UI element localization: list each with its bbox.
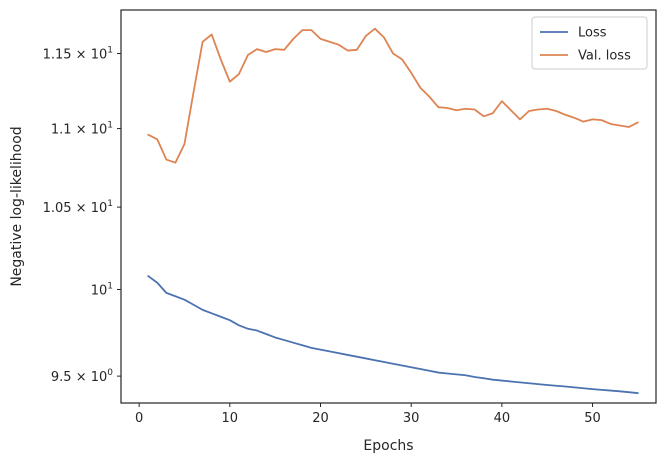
x-tick-label: 0 [135, 411, 143, 426]
y-tick-label: 9.5 × 100 [51, 368, 113, 385]
x-tick-label: 30 [403, 411, 420, 426]
val-loss-series-line [147, 27, 639, 164]
series-layer [147, 27, 639, 395]
legend-label-loss: Loss [578, 26, 607, 41]
plot-area [121, 10, 656, 403]
x-axis-ticks: 0 10 20 30 40 50 [135, 403, 601, 426]
legend-label-val-loss: Val. loss [578, 49, 631, 64]
legend: Loss Val. loss [531, 16, 648, 70]
y-axis-ticks: 9.5 × 100 101 1.05 × 101 1.1 × 101 1.15 × 10… [43, 45, 121, 385]
loss-series-line [147, 275, 639, 395]
legend-box [531, 16, 648, 70]
y-tick-label: 1.1 × 101 [51, 121, 113, 138]
x-tick-label: 10 [222, 411, 239, 426]
y-axis-label: Negative log-likelihood [9, 126, 25, 286]
plot-frame [120, 9, 657, 404]
x-axis-label: Epochs [363, 438, 413, 454]
y-tick-label: 1.05 × 101 [43, 199, 113, 216]
x-tick-label: 40 [494, 411, 511, 426]
x-tick-label: 50 [584, 411, 601, 426]
y-tick-label: 101 [91, 282, 113, 299]
y-tick-label: 1.15 × 101 [43, 45, 113, 62]
x-tick-label: 20 [312, 411, 329, 426]
